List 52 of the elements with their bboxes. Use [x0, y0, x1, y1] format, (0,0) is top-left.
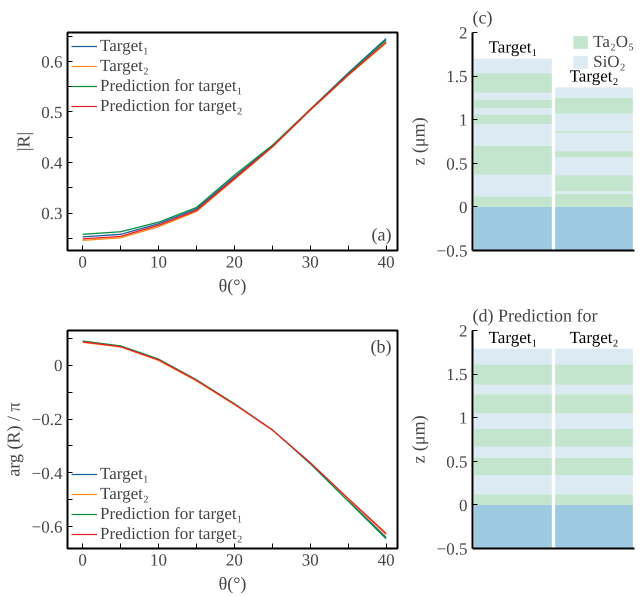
legend-label: Prediction for target₂: [100, 524, 243, 544]
annotation: (b): [370, 336, 392, 356]
x-tick-label: 20: [226, 550, 243, 570]
y-tick-label: 2: [459, 322, 468, 340]
chart-title: (c): [472, 8, 492, 28]
legend-label: Prediction for target₂: [100, 96, 243, 116]
y-tick-label: −0.6: [32, 518, 63, 537]
y-axis-title: |R|: [13, 132, 34, 152]
y-axis-title: arg (R) / π: [4, 402, 24, 477]
y-tick-label: 1.5: [446, 365, 468, 384]
y-tick-label: 1.5: [446, 67, 468, 86]
x-tick-label: 30: [302, 252, 319, 272]
legend-label: Prediction for target₁: [100, 76, 243, 96]
y-tick-label: −0.2: [32, 410, 63, 430]
x-tick-label: 0: [78, 550, 87, 570]
y-tick-label: 1: [459, 110, 468, 130]
y-tick-label: 0: [54, 356, 62, 376]
y-tick-label: 0.5: [41, 102, 62, 122]
y-tick-label: 0: [459, 198, 468, 217]
y-tick-label: −0.5: [436, 540, 468, 558]
x-tick-label: 30: [302, 550, 319, 570]
legend-label: Prediction for target₁: [100, 504, 243, 524]
x-tick-label: 20: [226, 252, 243, 272]
chart-title: (d) Prediction for: [472, 306, 598, 326]
legend-label: SiO₂: [593, 52, 626, 71]
y-axis-title: z (μm): [408, 415, 429, 464]
legend-label: Target₁: [100, 464, 149, 484]
category-label: Target₂: [570, 328, 618, 347]
y-tick-label: 0.5: [446, 452, 468, 472]
y-tick-label: 0.6: [41, 52, 62, 72]
annotation: (a): [372, 224, 392, 244]
x-axis-title: θ(°): [218, 276, 246, 296]
x-tick-label: 10: [150, 252, 168, 272]
y-tick-label: −0.4: [32, 464, 63, 483]
category-label: Target₁: [488, 328, 538, 347]
legend-label: Ta₂O₅: [593, 32, 634, 52]
y-tick-label: 0.5: [446, 154, 468, 174]
y-axis-title: z (μm): [408, 117, 429, 166]
legend-label: Target₂: [100, 56, 149, 76]
legend-label: Target₁: [100, 36, 149, 56]
x-axis-title: θ(°): [218, 574, 246, 594]
y-tick-label: 1: [459, 408, 468, 428]
x-tick-label: 10: [150, 550, 168, 570]
y-tick-label: 0: [459, 496, 468, 515]
y-tick-label: 0.4: [41, 153, 63, 172]
y-tick-label: 2: [459, 24, 468, 42]
legend-label: Target₂: [100, 484, 149, 504]
y-tick-label: −0.5: [436, 242, 468, 260]
x-tick-label: 40: [378, 252, 395, 272]
y-tick-label: 0.3: [41, 204, 62, 224]
x-tick-label: 40: [378, 550, 395, 570]
x-tick-label: 0: [78, 252, 87, 272]
